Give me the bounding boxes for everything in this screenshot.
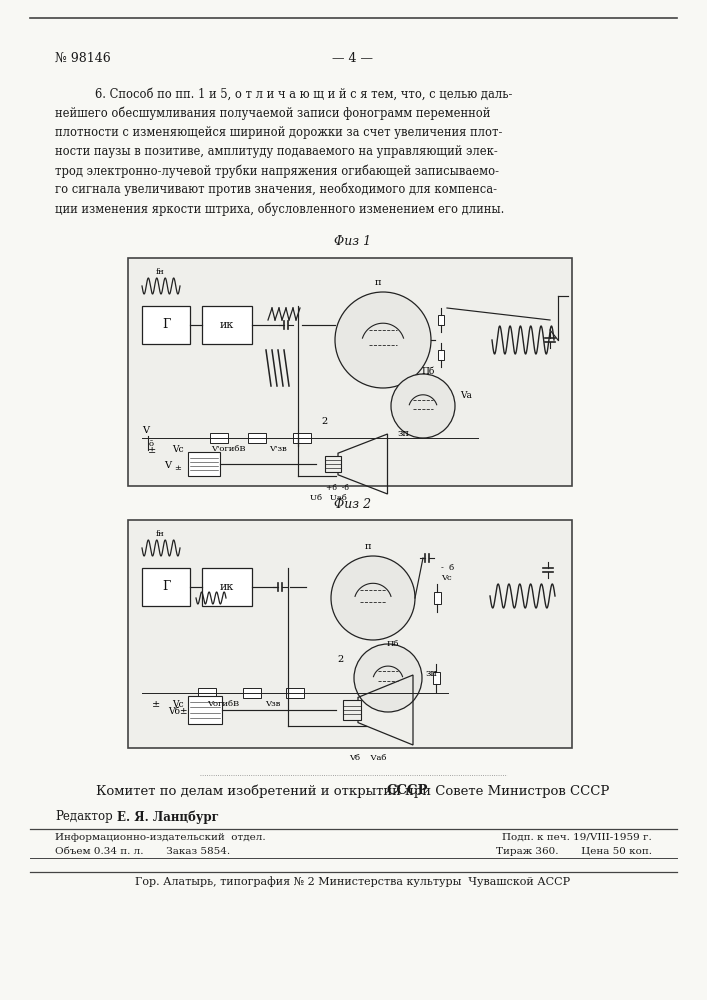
Text: Пб: Пб	[421, 367, 435, 376]
Bar	[128, 520, 572, 748]
Circle shape	[331, 556, 415, 640]
Bar	[286, 688, 304, 698]
Text: п: п	[365, 542, 371, 551]
Text: ±: ±	[152, 700, 160, 709]
Text: ции изменения яркости штриха, обусловленного изменением его длины.: ции изменения яркости штриха, обусловлен…	[55, 202, 504, 216]
Text: VогибВ: VогибВ	[207, 700, 239, 708]
Text: Комитет по делам изобретений и открытий при Совете Министров СССР: Комитет по делам изобретений и открытий …	[96, 784, 609, 798]
Text: ō: ō	[148, 440, 153, 448]
Text: V'зв: V'зв	[269, 445, 287, 453]
Text: Е. Я. Ланцбург: Е. Я. Ланцбург	[117, 810, 219, 824]
Text: Пб: Пб	[387, 640, 399, 648]
Bar	[433, 592, 440, 604]
Bar	[198, 688, 216, 698]
Text: Подп. к печ. 19/VIII-1959 г.: Подп. к печ. 19/VIII-1959 г.	[502, 833, 652, 842]
Text: Vзв: Vзв	[265, 700, 281, 708]
Text: зп: зп	[398, 430, 410, 438]
Text: +б  -б: +б -б	[327, 484, 349, 492]
Text: V: V	[165, 462, 172, 471]
Text: зп: зп	[426, 670, 438, 678]
Bar	[438, 350, 444, 360]
Bar	[142, 306, 190, 344]
Text: -  б
Vс: - б Vс	[441, 564, 454, 582]
Text: нейшего обесшумливания получаемой записи фонограмм переменной: нейшего обесшумливания получаемой записи…	[55, 107, 491, 120]
Text: V: V	[142, 426, 149, 435]
Bar	[293, 433, 311, 443]
Bar	[128, 258, 572, 486]
Text: Объем 0.34 п. л.       Заказ 5854.: Объем 0.34 п. л. Заказ 5854.	[55, 847, 230, 856]
Text: го сигнала увеличивают против значения, необходимого для компенса-: го сигнала увеличивают против значения, …	[55, 183, 497, 196]
Text: ±: ±	[174, 464, 181, 472]
Text: ности паузы в позитиве, амплитуду подаваемого на управляющий элек-: ности паузы в позитиве, амплитуду подава…	[55, 145, 498, 158]
Text: V'огибВ: V'огибВ	[211, 445, 245, 453]
Bar	[210, 433, 228, 443]
Text: Тираж 360.       Цена 50 коп.: Тираж 360. Цена 50 коп.	[496, 847, 652, 856]
Circle shape	[354, 644, 422, 712]
Text: — 4 —: — 4 —	[332, 52, 373, 65]
Circle shape	[335, 292, 431, 388]
Text: трод электронно-лучевой трубки напряжения огибающей записываемо-: трод электронно-лучевой трубки напряжени…	[55, 164, 499, 178]
Text: п: п	[375, 278, 381, 287]
Bar	[188, 452, 220, 476]
Text: Информационно-издательский  отдел.: Информационно-издательский отдел.	[55, 833, 266, 842]
Bar	[438, 315, 444, 325]
Bar	[433, 672, 440, 684]
Text: Vc: Vc	[173, 445, 184, 454]
Bar	[325, 456, 341, 472]
Text: ±: ±	[148, 446, 156, 455]
Bar	[243, 688, 261, 698]
Text: Φиз 1: Φиз 1	[334, 235, 372, 248]
Text: 2: 2	[321, 418, 327, 426]
Text: СССР: СССР	[387, 784, 428, 797]
Text: 2: 2	[337, 656, 343, 664]
Text: Гор. Алатырь, типография № 2 Министерства культуры  Чувашской АССР: Гор. Алатырь, типография № 2 Министерств…	[136, 876, 571, 887]
Text: Vб±: Vб±	[168, 708, 188, 716]
Text: Vc: Vc	[173, 700, 184, 709]
Text: fн: fн	[156, 268, 164, 276]
Bar	[142, 568, 190, 606]
Bar	[188, 696, 222, 724]
Text: Vа: Vа	[460, 391, 472, 400]
Text: Uб   Uаб: Uб Uаб	[310, 494, 346, 502]
Circle shape	[391, 374, 455, 438]
Bar	[343, 700, 361, 720]
Text: 6. Способ по пп. 1 и 5, о т л и ч а ю щ и й с я тем, что, с целью даль-: 6. Способ по пп. 1 и 5, о т л и ч а ю щ …	[95, 88, 513, 101]
Text: ик: ик	[220, 320, 234, 330]
Bar	[202, 306, 252, 344]
Bar	[202, 568, 252, 606]
Text: Φиз 2: Φиз 2	[334, 498, 372, 511]
Text: Редактор: Редактор	[55, 810, 112, 823]
Text: ик: ик	[220, 582, 234, 592]
Bar	[248, 433, 266, 443]
Text: плотности с изменяющейся шириной дорожки за счет увеличения плот-: плотности с изменяющейся шириной дорожки…	[55, 126, 503, 139]
Text: fн: fн	[156, 530, 164, 538]
Text: Г: Г	[162, 318, 170, 332]
Text: № 98146: № 98146	[55, 52, 111, 65]
Text: Vб    Vаб: Vб Vаб	[349, 754, 387, 762]
Text: Г: Г	[162, 580, 170, 593]
